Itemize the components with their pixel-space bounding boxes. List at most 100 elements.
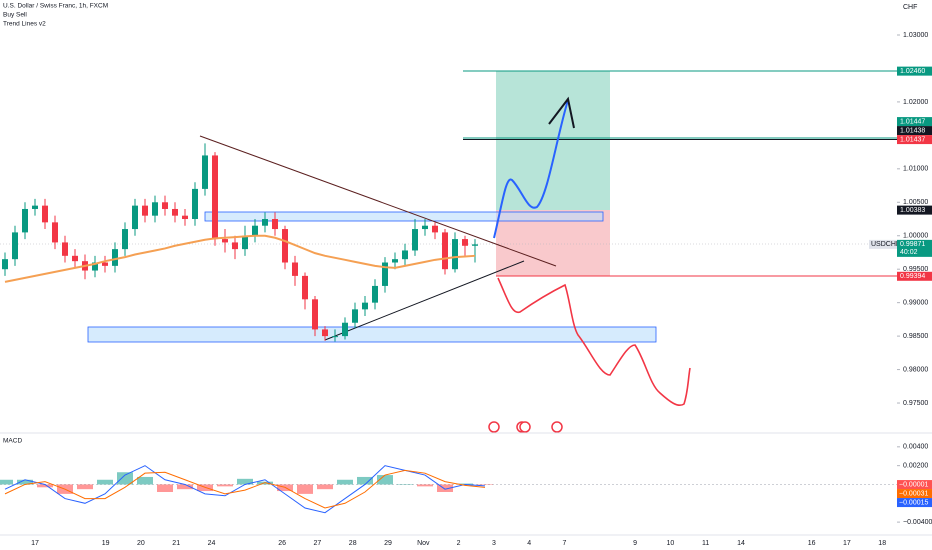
pane-title: MACD <box>3 438 22 445</box>
histogram-bar <box>77 484 93 490</box>
price-label-box <box>897 205 932 215</box>
candle-body <box>122 229 128 250</box>
event-icon[interactable] <box>488 421 500 433</box>
candle-body <box>12 232 18 260</box>
candle-body <box>102 262 108 266</box>
candle-body <box>442 232 448 270</box>
x-tick-label: 19 <box>102 540 110 547</box>
histogram-last-box <box>897 480 932 490</box>
moving-average <box>4 234 476 283</box>
drawing <box>548 96 575 129</box>
signal-last-label: −0.00031 <box>899 490 928 497</box>
event-icon[interactable] <box>551 421 563 433</box>
x-tick-label: 17 <box>31 540 39 547</box>
y-tick-label: 1.00000 <box>903 233 928 240</box>
candle-body <box>162 202 168 209</box>
price-label: 1.01438 <box>900 127 925 134</box>
macd-last-box <box>897 498 932 508</box>
candle-body <box>142 205 148 216</box>
x-tick-label: 20 <box>137 540 145 547</box>
histogram-bar <box>297 484 313 494</box>
x-tick-label: 18 <box>878 540 886 547</box>
histogram-bar <box>237 478 253 485</box>
candle-body <box>192 188 198 220</box>
x-tick-label: 16 <box>808 540 816 547</box>
candle-body <box>112 249 118 266</box>
y-tick-label: 0.00400 <box>903 444 928 451</box>
price-label-box <box>897 66 932 76</box>
event-icon[interactable] <box>519 421 531 433</box>
candle-body <box>262 219 268 226</box>
x-tick-label: 4 <box>527 540 531 547</box>
candle-body <box>22 208 28 233</box>
y-tick-label: 0.97500 <box>903 400 928 407</box>
candle-body <box>332 336 338 338</box>
drawing <box>493 99 569 239</box>
candle-body <box>2 259 8 270</box>
x-tick-label: 14 <box>737 540 745 547</box>
candle-body <box>42 205 48 223</box>
plot <box>2 143 478 342</box>
y-tick-label: 0.98000 <box>903 366 928 373</box>
zone-box <box>87 326 657 343</box>
candle-body <box>462 239 468 246</box>
last-price-box <box>897 239 932 257</box>
candle-body <box>62 242 68 256</box>
candle-body <box>32 205 38 209</box>
candle-body <box>152 202 158 216</box>
histogram-bar <box>377 475 393 485</box>
event-icons[interactable] <box>488 421 563 433</box>
candle-body <box>232 242 238 250</box>
candle-body <box>392 259 398 263</box>
price-label: 1.01447 <box>900 118 925 125</box>
candle-body <box>242 235 248 250</box>
candle-body <box>302 275 308 300</box>
histogram-bar <box>477 484 493 485</box>
candle-body <box>312 299 318 330</box>
y-tick-label: 1.02000 <box>903 99 928 106</box>
x-tick-label: 10 <box>667 540 675 547</box>
currency: CHF <box>903 4 917 11</box>
price-label: 1.02460 <box>900 68 925 75</box>
candle-body <box>342 322 348 337</box>
candle-body <box>282 229 288 263</box>
symbol-label: USDCHF <box>871 241 900 248</box>
x-tick-label: 7 <box>563 540 567 547</box>
symbol-title: U.S. Dollar / Swiss Franc, 1h, FXCM <box>3 3 108 10</box>
x-tick-label: 11 <box>702 540 709 547</box>
candle-body <box>452 239 458 270</box>
trend-line <box>199 135 557 267</box>
histogram-bar <box>97 479 113 485</box>
candle-body <box>202 155 208 189</box>
histogram-bar <box>0 479 13 485</box>
x-tick-label: 29 <box>384 540 392 547</box>
histogram-bar <box>397 484 413 485</box>
drawing <box>497 277 691 407</box>
macd-last-label: −0.00015 <box>899 499 928 506</box>
x-tick-label: 21 <box>172 540 180 547</box>
y-tick-label: 1.01000 <box>903 166 928 173</box>
y-tick-label: 1.00500 <box>903 199 928 206</box>
price-label: 1.01437 <box>900 136 925 143</box>
y-tick-label: 1.03000 <box>903 32 928 39</box>
candle-body <box>422 225 428 230</box>
y-tick-label: 0.98500 <box>903 333 928 340</box>
candle-body <box>322 329 328 337</box>
histogram-bar <box>37 484 53 488</box>
last-price-label: 0.99871 <box>900 241 925 248</box>
candle-body <box>412 229 418 251</box>
candle-body <box>372 285 378 303</box>
candle-body <box>432 225 438 233</box>
zone-box <box>204 211 604 222</box>
candle-body <box>362 302 368 310</box>
candle-body <box>352 309 358 323</box>
histogram-bar <box>337 479 353 485</box>
candle-body <box>52 222 58 243</box>
y-tick-label: 0.99000 <box>903 299 928 306</box>
price-label-box <box>897 271 932 281</box>
histogram-bar <box>417 484 433 487</box>
x-tick-label: 26 <box>278 540 286 547</box>
x-tick-label: 24 <box>208 540 216 547</box>
candle-body <box>182 215 188 220</box>
